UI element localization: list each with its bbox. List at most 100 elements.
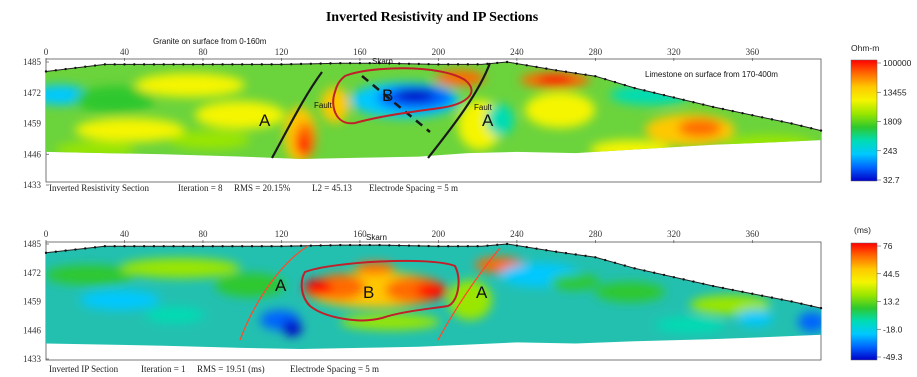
ip-electrode: [260, 245, 264, 248]
ip-colorbar-label: 44.5: [883, 269, 900, 279]
resistivity-x-tick-label: 200: [432, 47, 446, 57]
ip-electrode: [378, 243, 381, 247]
ip-colorbar-label: -18.0: [883, 324, 903, 334]
ip-electrode: [456, 245, 460, 248]
resistivity-electrode: [800, 124, 803, 128]
resistivity-caption-spacing: Electrode Spacing = 5 m: [369, 183, 458, 193]
zone-b-resistivity: B: [382, 86, 393, 105]
ip-y-tick-label: 1446: [23, 325, 42, 335]
resistivity-x-tick-label: 40: [120, 47, 130, 57]
ip-x-tick-label: 120: [275, 229, 289, 239]
ip-electrode: [133, 245, 136, 248]
resistivity-electrode: [731, 109, 734, 113]
resistivity-electrode: [44, 70, 48, 73]
ip-electrode: [780, 298, 783, 301]
ip-caption: Inverted IP Section Iteration = 1 RMS = …: [49, 364, 379, 374]
resistivity-electrode: [329, 62, 332, 65]
resistivity-colorbar-label: 13455: [883, 87, 907, 97]
ip-boundary-left: [239, 245, 309, 341]
ip-electrode: [407, 244, 411, 247]
ip-electrode: [172, 245, 175, 248]
ip-electrode: [93, 246, 97, 249]
resistivity-x-tick-label: 120: [275, 47, 289, 57]
ip-colorbar-label: 76: [883, 241, 893, 251]
ip-electrode: [623, 264, 626, 267]
resistivity-electrode: [142, 63, 146, 66]
ip-electrode: [505, 242, 509, 246]
ip-x-tick-label: 320: [667, 229, 681, 239]
resistivity-x-tick-label: 320: [667, 47, 681, 57]
ip-electrode: [64, 249, 67, 252]
resistivity-colorbar-ramp: [850, 59, 878, 182]
ip-colorbar-label: 13.2: [883, 297, 900, 307]
resistivity-x-tick-label: 240: [510, 47, 524, 57]
resistivity-electrode: [270, 63, 273, 66]
ip-colorbar-unit: (ms): [854, 225, 871, 235]
ip-electrode: [751, 292, 754, 295]
resistivity-electrode: [172, 63, 175, 66]
resistivity-panel: 0 40 80 120 160 200 240 280 320 360 1485 1472 1459 14…: [23, 37, 912, 193]
zone-a-left-resistivity: A: [259, 111, 271, 130]
resistivity-caption: Inverted Resistivity Section Iteration =…: [49, 183, 458, 193]
ip-electrode: [603, 258, 607, 262]
resistivity-electrode: [770, 118, 774, 121]
ip-electrode: [535, 247, 538, 250]
resistivity-electrode: [74, 66, 77, 70]
resistivity-electrode: [348, 61, 352, 65]
ip-electrode: [515, 244, 519, 247]
ip-electrode: [44, 251, 48, 255]
ip-electrode: [319, 244, 322, 247]
ip-electrode: [721, 286, 725, 290]
resistivity-electrode: [54, 69, 58, 72]
ip-electrode: [545, 248, 548, 252]
ip-electrode: [613, 261, 617, 264]
resistivity-electrode: [201, 63, 205, 66]
ip-electrode: [142, 245, 146, 248]
ip-electrode: [339, 243, 342, 247]
ip-caption-rms: RMS = 19.51 (ms): [197, 364, 265, 374]
resistivity-electrode: [603, 77, 607, 81]
resistivity-electrode: [368, 61, 371, 65]
resistivity-y-tick-label: 1459: [23, 119, 42, 129]
ip-electrode: [770, 296, 774, 299]
resistivity-electrode: [231, 63, 234, 66]
ip-electrode: [731, 288, 734, 292]
resistivity-electrode: [721, 107, 725, 111]
resistivity-colorbar-label: 1809: [883, 117, 902, 127]
resistivity-electrode: [662, 93, 666, 97]
resistivity-y-tick-label: 1485: [23, 57, 42, 67]
ip-electrode: [711, 284, 715, 288]
resistivity-electrode: [221, 63, 224, 66]
ip-electrode: [368, 243, 371, 247]
ip-x-tick-label: 200: [432, 229, 446, 239]
ip-x-tick-label: 80: [198, 229, 208, 239]
resistivity-electrode: [191, 63, 195, 66]
ip-axis-ticks: 0 40 80 120 160 200 240 280 320 360 1485 1472 1459 14…: [23, 229, 760, 364]
resistivity-electrode: [456, 63, 460, 66]
ip-electrode: [152, 245, 156, 248]
dashed-contact-line: [361, 75, 431, 133]
resistivity-electrode: [496, 61, 499, 65]
ip-x-tick-label: 160: [353, 229, 367, 239]
resistivity-electrode: [388, 62, 391, 65]
ip-electrode: [358, 243, 362, 247]
resistivity-electrode: [515, 62, 519, 65]
ip-electrode: [790, 300, 793, 303]
limestone-label: Limestone on surface from 170-400m: [645, 70, 778, 79]
resistivity-electrode: [741, 111, 744, 115]
ip-electrodes: [44, 242, 823, 310]
resistivity-x-tick-label: 160: [353, 47, 367, 57]
ip-caption-spacing: Electrode Spacing = 5 m: [290, 364, 379, 374]
ip-panel: 0 40 80 120 160 200 240 280 320 360 1485 1472 1459 14…: [23, 225, 903, 374]
ip-x-tick-label: 0: [44, 229, 49, 239]
resistivity-electrode: [594, 74, 597, 78]
ip-electrode: [692, 280, 695, 283]
resistivity-y-tick-label: 1446: [23, 149, 42, 159]
ip-electrode: [84, 247, 87, 250]
ip-electrode: [388, 244, 391, 247]
resistivity-electrode: [505, 60, 509, 64]
resistivity-electrode: [790, 122, 793, 125]
resistivity-x-tick-label: 360: [746, 47, 760, 57]
ip-colorbar-label: -49.3: [883, 352, 903, 362]
resistivity-electrode: [299, 62, 303, 66]
